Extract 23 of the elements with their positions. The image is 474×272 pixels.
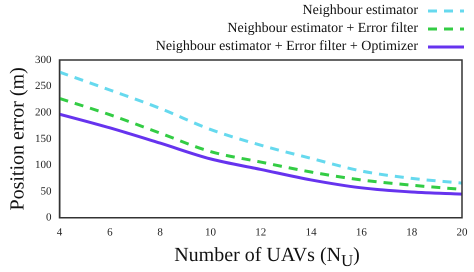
x-axis-title: Number of UAVs (N$_{U}$): [173, 244, 361, 271]
x-tick-label: 12: [255, 226, 266, 238]
legend-label: Neighbour estimator + Error filter: [227, 20, 418, 37]
legend-label: Neighbour estimator + Error filter + Optimizer: [156, 38, 418, 55]
y-tick-label: 300: [35, 54, 52, 66]
legend-label: Neighbour estimator: [302, 2, 418, 19]
x-tick-label: 6: [107, 226, 114, 238]
x-tick-label: 16: [356, 226, 368, 238]
x-tick-label: 10: [204, 226, 216, 238]
y-tick-label: 50: [40, 185, 52, 198]
y-tick-label: 250: [35, 80, 52, 92]
x-tick-label: 14: [306, 226, 318, 238]
y-tick-label: 0: [46, 212, 52, 224]
y-tick-label: 150: [35, 132, 52, 145]
line-series: [60, 70, 462, 185]
line-series: [60, 112, 462, 196]
x-tick-label: 20: [456, 226, 468, 238]
x-tick-label: 18: [406, 226, 418, 238]
y-tick-label: 200: [35, 106, 52, 118]
x-tick-label: 8: [157, 226, 164, 238]
x-tick-label: 4: [56, 226, 63, 238]
y-tick-label: 100: [35, 159, 52, 172]
y-axis-title: Position error (m): [6, 67, 28, 211]
